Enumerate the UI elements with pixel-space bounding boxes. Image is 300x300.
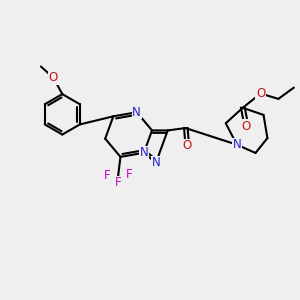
Text: O: O	[242, 120, 251, 133]
Text: N: N	[132, 106, 141, 119]
Text: F: F	[115, 176, 122, 189]
Text: N: N	[152, 156, 160, 169]
Text: O: O	[49, 71, 58, 84]
Text: F: F	[126, 168, 133, 181]
Text: O: O	[256, 87, 265, 100]
Text: F: F	[103, 169, 110, 182]
Text: N: N	[140, 146, 148, 159]
Text: O: O	[182, 140, 192, 152]
Text: N: N	[232, 138, 241, 151]
